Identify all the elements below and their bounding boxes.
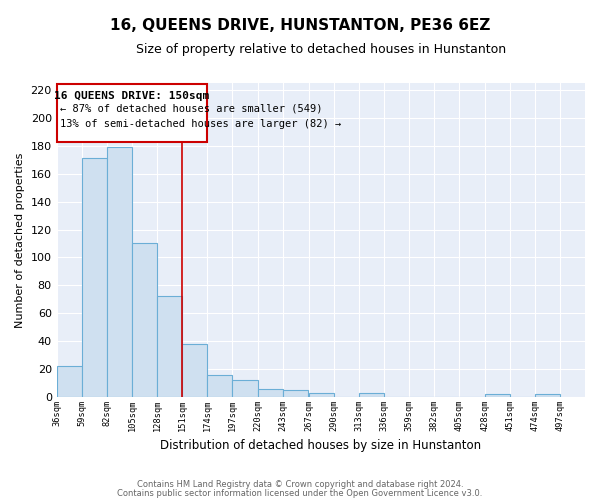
Bar: [56, 366, 82, 397]
Bar: [82, 158, 107, 397]
Y-axis label: Number of detached properties: Number of detached properties: [15, 152, 25, 328]
Text: 16, QUEENS DRIVE, HUNSTANTON, PE36 6EZ: 16, QUEENS DRIVE, HUNSTANTON, PE36 6EZ: [110, 18, 490, 32]
Text: Contains HM Land Registry data © Crown copyright and database right 2024.: Contains HM Land Registry data © Crown c…: [137, 480, 463, 489]
Bar: [232, 380, 257, 397]
Text: 13% of semi-detached houses are larger (82) →: 13% of semi-detached houses are larger (…: [60, 120, 341, 130]
Bar: [283, 390, 308, 397]
Bar: [157, 296, 182, 397]
Bar: [208, 374, 232, 397]
Title: Size of property relative to detached houses in Hunstanton: Size of property relative to detached ho…: [136, 42, 506, 56]
Bar: [182, 344, 208, 397]
X-axis label: Distribution of detached houses by size in Hunstanton: Distribution of detached houses by size …: [160, 440, 481, 452]
Text: 16 QUEENS DRIVE: 150sqm: 16 QUEENS DRIVE: 150sqm: [55, 92, 209, 102]
Bar: [359, 392, 384, 397]
Bar: [257, 388, 283, 397]
Bar: [309, 392, 334, 397]
Text: Contains public sector information licensed under the Open Government Licence v3: Contains public sector information licen…: [118, 488, 482, 498]
Bar: [107, 147, 132, 397]
Bar: [535, 394, 560, 397]
Bar: [132, 244, 157, 397]
FancyBboxPatch shape: [56, 84, 208, 141]
Text: ← 87% of detached houses are smaller (549): ← 87% of detached houses are smaller (54…: [60, 104, 322, 114]
Bar: [485, 394, 509, 397]
